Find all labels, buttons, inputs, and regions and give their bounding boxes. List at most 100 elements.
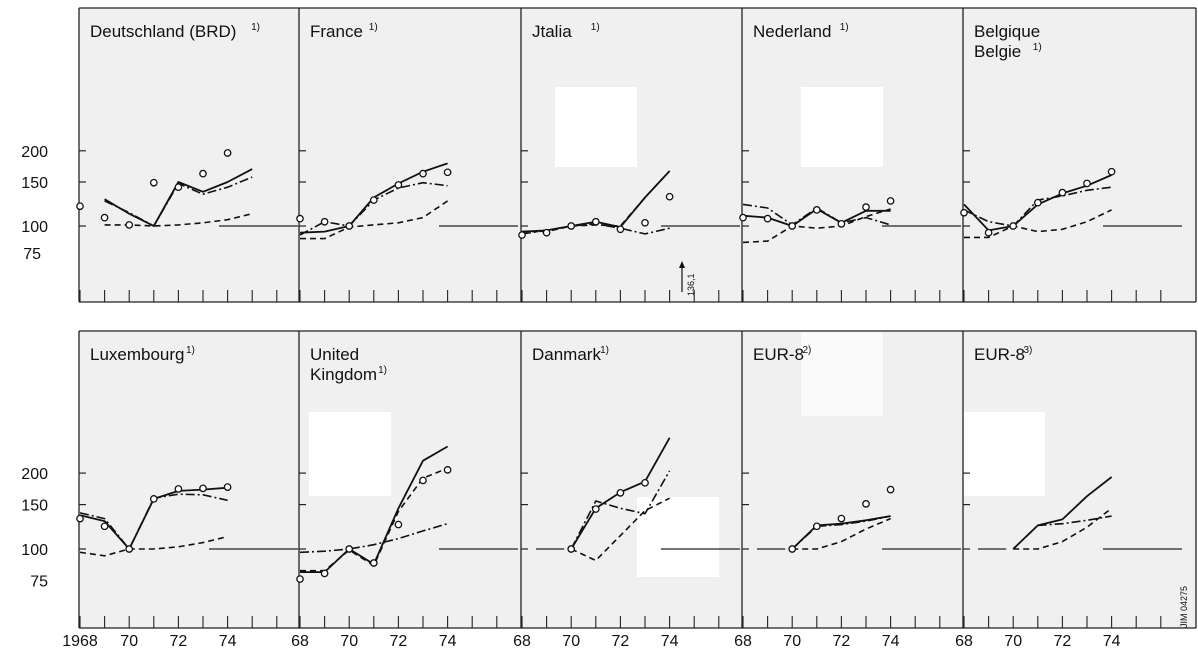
x-tick-label: 68 [955, 633, 973, 650]
data-point [886, 197, 895, 205]
panel-title: Deutschland (BRD) [90, 22, 236, 41]
x-tick-label: 68 [513, 633, 531, 650]
series-dashed [300, 200, 449, 240]
y-tick-label: 200 [21, 144, 48, 161]
x-tick-label: 72 [170, 633, 188, 650]
data-point [394, 181, 403, 189]
x-tick-label: 70 [562, 633, 580, 650]
x-tick-label: 74 [1103, 633, 1121, 650]
data-point [837, 514, 846, 523]
data-point [788, 545, 797, 553]
data-point [199, 169, 207, 178]
data-point [591, 217, 600, 226]
data-point [125, 545, 134, 553]
x-tick-label: 74 [882, 633, 900, 650]
panel-eur-8-b: EUR-83) [974, 345, 1182, 550]
data-point [616, 488, 625, 497]
data-point [443, 168, 452, 177]
data-point [1009, 222, 1018, 230]
panel-title: Belgie [974, 42, 1021, 61]
panel-title: Nederland [753, 22, 831, 41]
y-tick-label: 75 [30, 574, 48, 591]
x-tick-label: 72 [390, 633, 408, 650]
data-point [1083, 179, 1091, 188]
panel-footnote: 1) [591, 22, 600, 33]
x-tick-label: 72 [1054, 633, 1072, 650]
series-dashed [79, 535, 228, 557]
panel-footnote: 1) [186, 345, 195, 356]
y-tick-label: 150 [21, 175, 48, 192]
x-tick-label: 74 [439, 633, 457, 650]
y-tick-label: 100 [21, 219, 48, 236]
data-point [419, 476, 427, 485]
panel-footnote: 1) [840, 22, 849, 33]
data-point [1033, 198, 1042, 207]
data-point [223, 483, 232, 491]
data-point [394, 520, 403, 529]
x-tick-label: 72 [612, 633, 630, 650]
white-patch [801, 87, 883, 167]
data-point [1107, 167, 1116, 176]
panel-title: Danmark [532, 345, 601, 364]
data-point [591, 505, 600, 513]
panel-footnote: 1) [600, 345, 609, 356]
data-point [641, 218, 649, 227]
series-dash-dot [570, 470, 671, 550]
panel-title: EUR-8 [974, 345, 1025, 364]
x-tick-label: 1968 [62, 633, 98, 650]
series-solid [791, 515, 891, 550]
data-point [100, 522, 109, 531]
panel-footnote: 3) [1024, 345, 1033, 356]
x-tick-label: 74 [219, 633, 237, 650]
panel-jtalia: Jtalia 1) 136,1 [518, 22, 740, 296]
panel-luxembourg: Luxembourg 1) [76, 345, 298, 557]
series-dashed [792, 517, 891, 550]
overflow-arrow-head [679, 261, 685, 268]
panel-footnote: 1) [251, 22, 260, 33]
panel-title: United [310, 345, 359, 364]
x-tick-label: 72 [833, 633, 851, 650]
data-point [984, 228, 993, 237]
panel-frames [78, 7, 1197, 629]
x-tick-label: 74 [661, 633, 679, 650]
white-patch [555, 87, 637, 167]
panel-footnote: 1) [1033, 42, 1042, 53]
x-axis: 1968 70 72 74 68 70 72 74 68 70 72 74 68 70 72 74 68 70 72… [62, 290, 1162, 650]
series-solid [104, 168, 253, 227]
data-point [886, 485, 895, 494]
data-point [76, 514, 84, 523]
document-id: JIM 04275 [1179, 586, 1189, 628]
panel-footnote: 2) [803, 345, 812, 356]
panel-footnote: 1) [369, 22, 378, 33]
series-dashed [742, 208, 891, 244]
panel-title: Jtalia [532, 22, 572, 41]
data-point [369, 559, 378, 567]
x-tick-label: 70 [1004, 633, 1022, 650]
data-point [960, 208, 968, 217]
white-patch [637, 497, 719, 577]
data-point [100, 213, 109, 222]
data-point [1058, 188, 1067, 197]
y-tick-label: 150 [21, 498, 48, 515]
data-point [763, 214, 772, 223]
data-point [837, 220, 846, 228]
data-point [542, 228, 551, 237]
data-point [862, 203, 870, 211]
x-tick-label: 70 [120, 633, 138, 650]
data-point [369, 196, 378, 204]
panel-deutschland-brd-: Deutschland (BRD) 1) [76, 22, 298, 229]
data-point [567, 545, 576, 553]
data-point [616, 225, 625, 234]
panel-nederland: Nederland 1) [739, 22, 961, 244]
data-point [812, 206, 821, 214]
overflow-arrow-label: 136,1 [686, 273, 696, 296]
data-point [641, 478, 649, 487]
data-point [320, 217, 329, 226]
data-point [223, 149, 232, 157]
white-patch [801, 331, 883, 416]
data-point [518, 231, 526, 239]
series-dashed [964, 209, 1112, 239]
y-axis: 200 150 100 75 200 150 100 75 [21, 144, 970, 591]
